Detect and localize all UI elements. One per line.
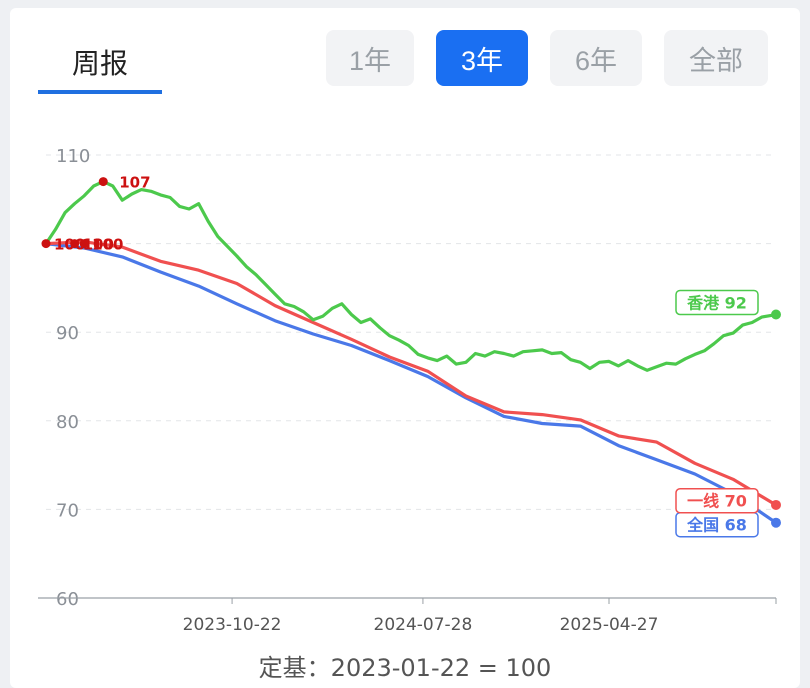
- annotation-point-2: [70, 239, 80, 249]
- annotation-label-3: 100: [92, 236, 123, 254]
- x-tick-label-2023-10-22: 2023-10-22: [183, 615, 282, 635]
- price-index-chart: 60 70 80 90 110 2023-10-22 2024-07-28 2025-04-2…: [38, 146, 781, 635]
- y-tick-label-70: 70: [56, 500, 79, 521]
- x-tick-label-2025-04-27: 2025-04-27: [560, 615, 659, 635]
- end-label-box-1: [675, 487, 759, 514]
- range-3y-button[interactable]: 3年: [436, 30, 528, 86]
- annotation-label-2: 100: [83, 236, 114, 254]
- range-1y-button[interactable]: 1年: [326, 30, 414, 86]
- chart-end-labels: 全国 68 一线 70 香港 92: [675, 289, 759, 538]
- range-all-button[interactable]: 全部: [664, 30, 768, 86]
- y-tick-label-110: 110: [56, 146, 90, 167]
- series-end-point-1: [771, 499, 781, 510]
- y-tick-label-90: 90: [56, 323, 79, 344]
- series-line-0: [44, 180, 778, 372]
- series-end-point-2: [771, 517, 781, 528]
- y-tick-label-60: 60: [56, 589, 79, 610]
- chart-series: [44, 180, 781, 528]
- series-line-2: [44, 242, 778, 525]
- y-tick-label-80: 80: [56, 412, 79, 433]
- tab-weekly[interactable]: 周报: [38, 44, 162, 94]
- annotation-label-0: 107: [119, 174, 150, 192]
- chart-card: 周报: [10, 8, 800, 688]
- annotation-point-0: [98, 177, 108, 187]
- x-tick-label-2024-07-28: 2024-07-28: [374, 615, 473, 635]
- chart-gridlines: [46, 154, 776, 510]
- base-date-note: 定基：2023-01-22 = 100: [258, 654, 552, 682]
- series-end-point-0: [771, 309, 781, 320]
- annotation-point-1: [41, 239, 51, 249]
- annotation-label-1: 100: [54, 236, 85, 254]
- annotation-point-3: [79, 239, 89, 249]
- end-label-box-0: [675, 289, 759, 316]
- end-label-1: 一线 70: [687, 492, 747, 511]
- series-line-1: [44, 240, 778, 507]
- end-label-2: 全国 68: [686, 516, 747, 535]
- tab-weekly-label: 周报: [71, 47, 128, 80]
- range-6y-button[interactable]: 6年: [550, 30, 642, 86]
- chart-axes: 60 70 80 90 110 2023-10-22 2024-07-28 2025-04-2…: [38, 146, 777, 635]
- end-label-0: 香港 92: [686, 293, 747, 312]
- tab-active-underline: [38, 90, 162, 94]
